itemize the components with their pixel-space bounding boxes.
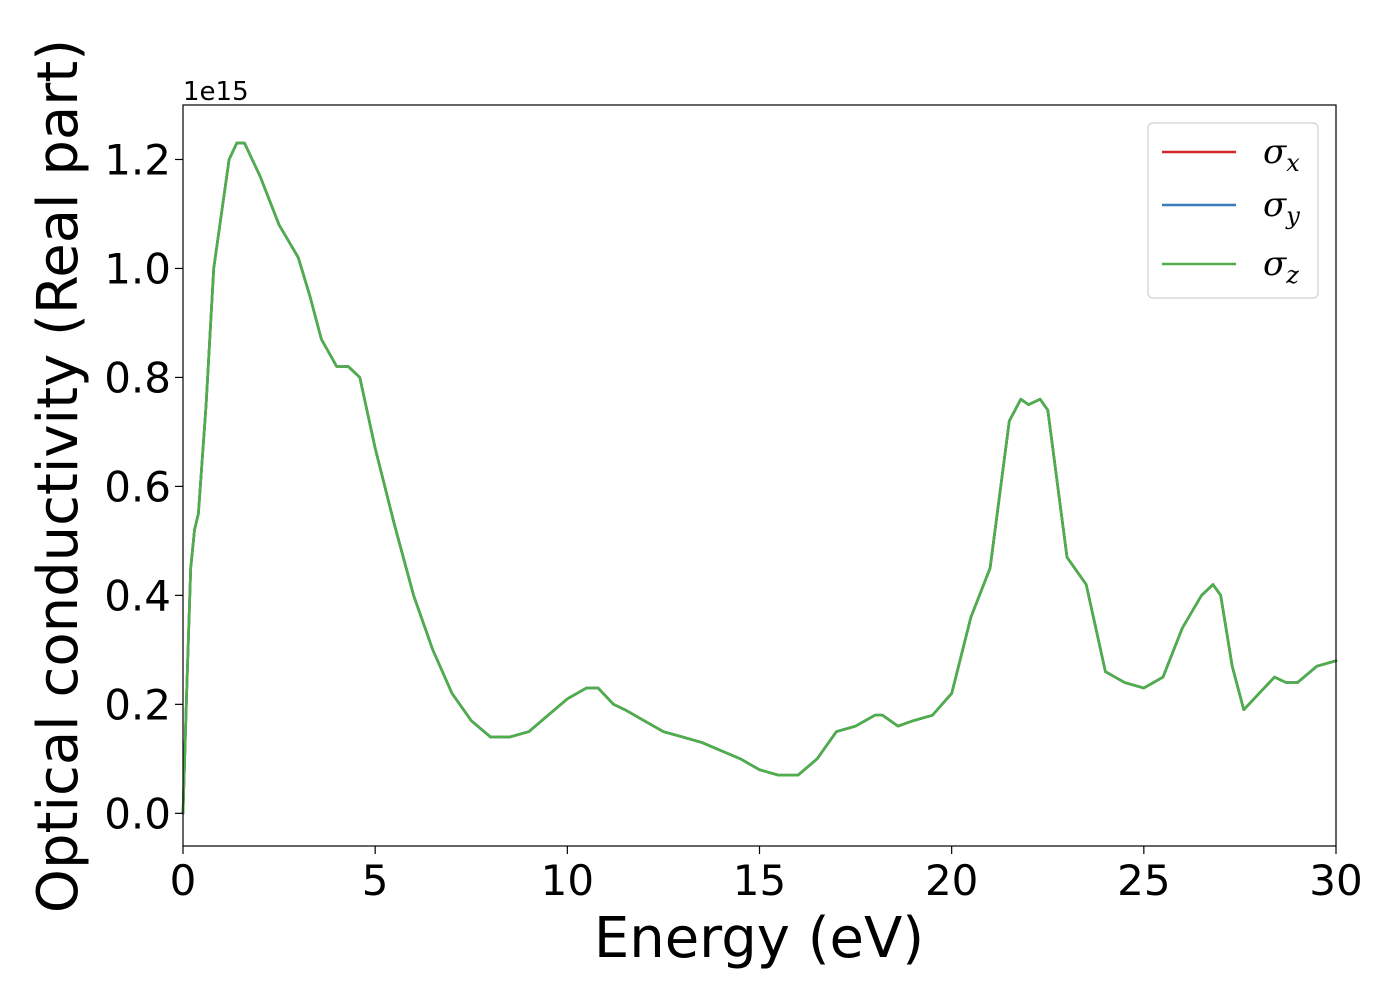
legend-label-z: σz (1263, 244, 1299, 289)
x-tick-label: 10 (541, 856, 594, 905)
x-tick-label: 25 (1117, 856, 1170, 905)
y-tick-label: 1.0 (104, 244, 171, 293)
y-tick-label: 0.4 (104, 571, 171, 620)
y-tick-label: 0.8 (104, 353, 171, 402)
legend-label-y: σy (1263, 185, 1300, 230)
y-tick-label: 0.6 (104, 462, 171, 511)
legend-box (1147, 122, 1319, 299)
x-tick-label: 0 (170, 856, 197, 905)
legend: σx σy σz (1147, 122, 1319, 299)
axes: 0 5 10 15 20 25 30 0.0 0.2 0.4 0.6 0.8 1.0 1.2 (104, 104, 1363, 905)
x-axis-title: Energy (eV) (594, 906, 924, 971)
x-tick-label: 5 (362, 856, 389, 905)
y-axis-title: Optical conductivity (Real part) (26, 39, 91, 913)
series-line-z (181, 141, 1338, 815)
legend-label-x: σx (1263, 132, 1300, 177)
y-tick-label: 0.0 (104, 789, 171, 838)
y-tick-label: 0.2 (104, 680, 171, 729)
x-tick-label: 15 (733, 856, 786, 905)
x-tick-label: 20 (925, 856, 978, 905)
x-tick-label: 30 (1309, 856, 1362, 905)
y-offset-label: 1e15 (183, 77, 249, 107)
plot-area (181, 141, 1338, 815)
y-tick-label: 1.2 (104, 135, 171, 184)
